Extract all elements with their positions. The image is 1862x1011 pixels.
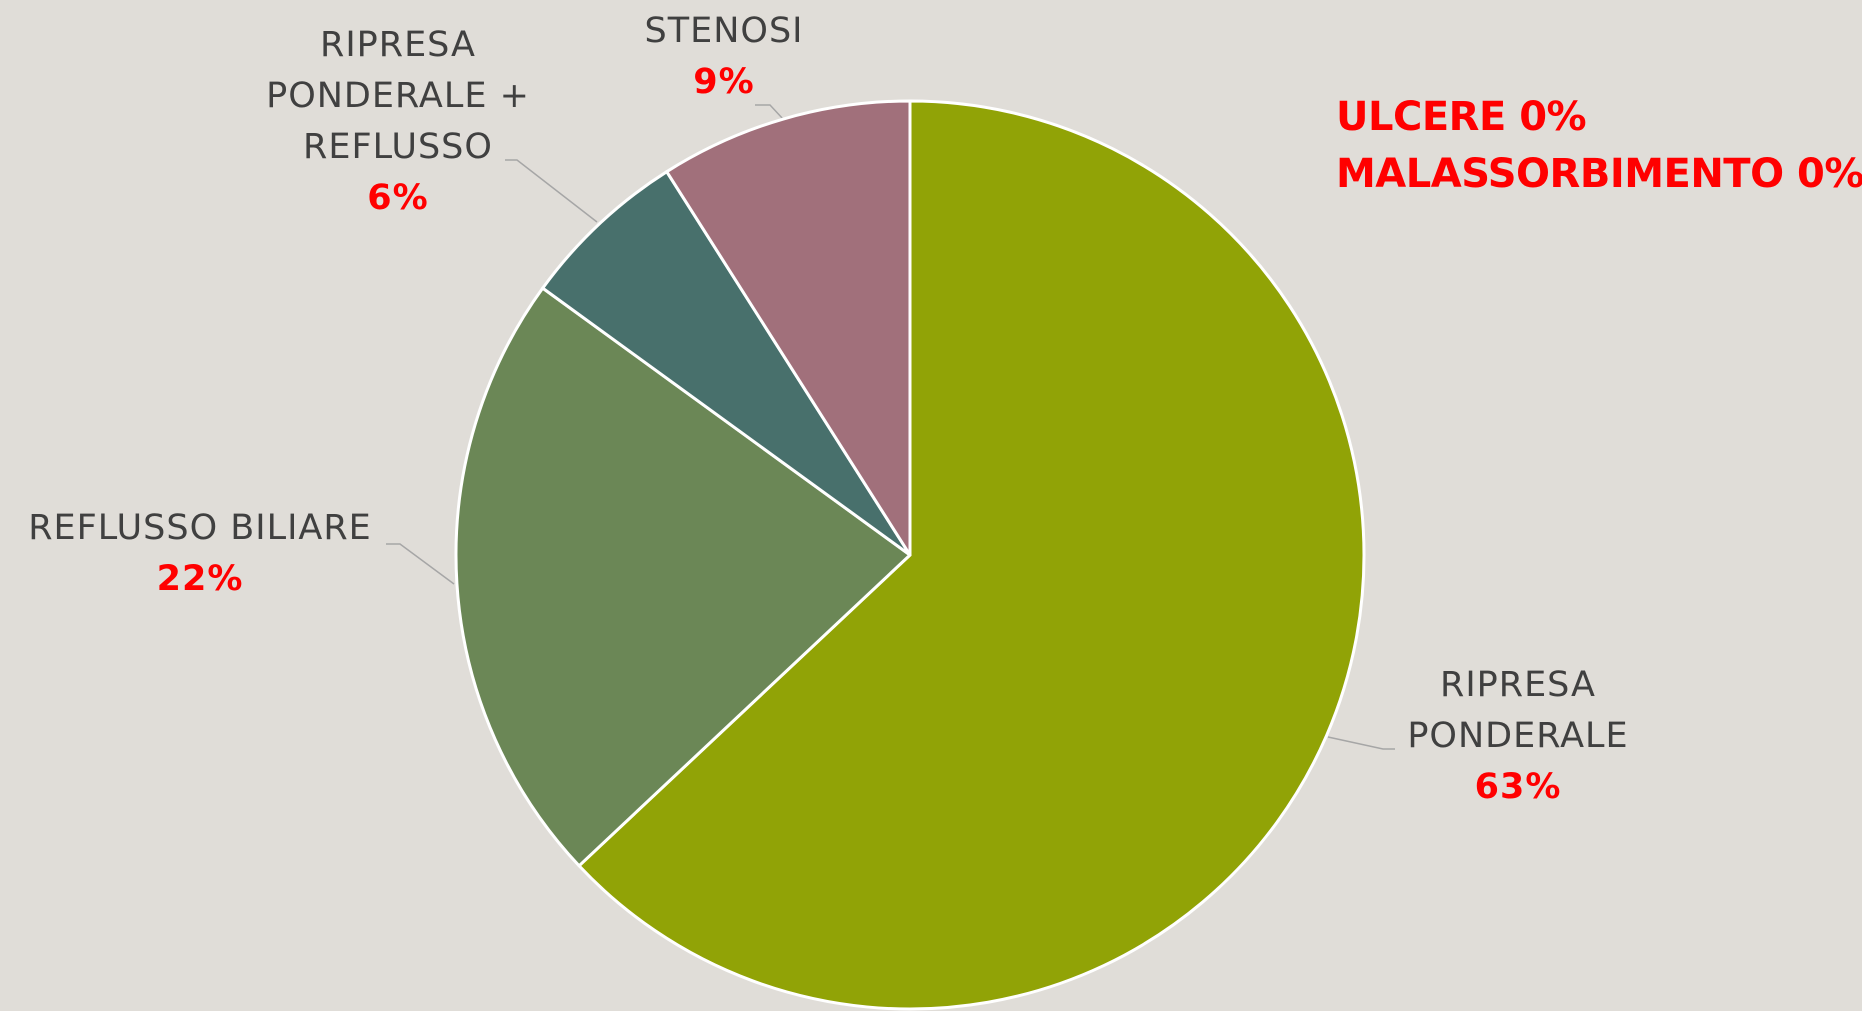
category-label: RIPRESA PONDERALE + REFLUSSO: [266, 25, 530, 167]
leader-lines: [386, 104, 1395, 750]
annotation: MALASSORBIMENTO 0%: [1336, 151, 1862, 197]
pie-slice: [665, 99, 912, 557]
pie-slice: [577, 99, 1366, 1011]
category-label: RIPRESA PONDERALE: [1407, 665, 1629, 756]
data-label: RIPRESA PONDERALE 63%: [1388, 660, 1648, 813]
value-label: 22%: [156, 559, 244, 599]
pie: [454, 99, 1366, 1011]
data-label: STENOSI 9%: [614, 6, 834, 108]
data-label: RIPRESA PONDERALE + REFLUSSO 6%: [253, 20, 543, 224]
value-label: 63%: [1474, 767, 1562, 807]
value-label: 6%: [367, 178, 429, 218]
pie-slice: [454, 286, 912, 868]
data-label: REFLUSSO BILIARE 22%: [0, 503, 410, 605]
leader-line: [755, 104, 784, 120]
leader-line: [505, 159, 598, 223]
category-label: STENOSI: [644, 11, 804, 51]
category-label: REFLUSSO BILIARE: [28, 508, 372, 548]
leader-line: [1327, 736, 1395, 750]
annotation: ULCERE 0%: [1336, 94, 1587, 140]
leader-line: [386, 543, 455, 585]
value-label: 9%: [693, 62, 755, 102]
pie-slice: [541, 170, 912, 557]
